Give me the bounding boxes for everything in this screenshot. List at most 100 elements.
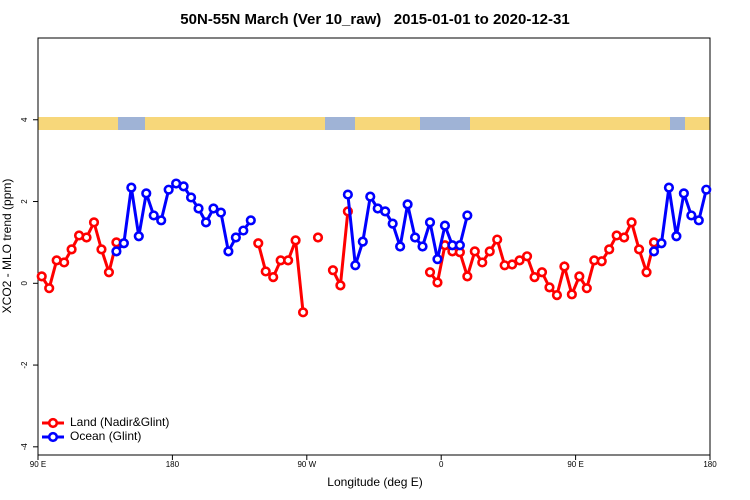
x-tick-label: 180 (166, 460, 180, 469)
legend-marker (47, 417, 59, 429)
data-point (574, 271, 585, 282)
data-point (462, 271, 473, 282)
data-point (350, 260, 361, 271)
data-point (529, 272, 540, 283)
data-point (44, 283, 55, 294)
data-point (66, 244, 77, 255)
data-point (596, 256, 607, 267)
data-point (223, 246, 234, 257)
data-point (521, 251, 533, 262)
legend-label: Ocean (Glint) (70, 429, 141, 443)
data-point (581, 283, 592, 294)
legend-label: Land (Nadir&Glint) (70, 415, 169, 429)
plot-frame (37, 37, 711, 456)
data-point (111, 246, 122, 257)
data-point (126, 182, 137, 193)
data-point (335, 280, 346, 291)
data-point (417, 241, 428, 252)
data-point (432, 254, 443, 265)
data-point (656, 238, 667, 249)
data-point (133, 231, 144, 242)
data-point (678, 188, 689, 199)
data-point (148, 210, 159, 221)
y-tick-label: -2 (20, 361, 29, 369)
data-point (327, 265, 339, 276)
data-point (693, 215, 704, 226)
data-point (477, 257, 488, 268)
data-point (365, 191, 376, 202)
data-point (357, 236, 368, 247)
x-tick-label: 0 (439, 460, 444, 469)
data-point (96, 244, 107, 255)
data-point (141, 188, 152, 199)
data-point (36, 271, 47, 282)
data-point (156, 215, 167, 226)
series-line (40, 211, 656, 313)
data-point (178, 181, 189, 192)
data-point (88, 217, 100, 228)
data-point (118, 238, 129, 249)
data-point (297, 307, 309, 318)
data-point (215, 207, 227, 218)
y-tick-label: 0 (20, 281, 29, 286)
data-point (283, 255, 294, 266)
data-point (492, 234, 503, 245)
data-point (245, 215, 256, 226)
x-tick-label: 90 W (297, 460, 316, 469)
x-tick-label: 180 (703, 460, 717, 469)
data-point (663, 182, 675, 193)
data-point (648, 246, 660, 257)
data-point (312, 232, 324, 243)
data-point (626, 217, 637, 228)
data-point (619, 232, 630, 243)
data-point (484, 246, 495, 257)
data-point (424, 217, 436, 228)
data-point (686, 210, 697, 221)
data-point (163, 184, 174, 195)
chart-title: 50N-55N March (Ver 10_raw) 2015-01-01 to… (180, 11, 569, 28)
data-point (701, 184, 712, 195)
data-point (253, 238, 264, 249)
data-point (424, 267, 436, 278)
data-point (230, 232, 241, 243)
data-point (395, 241, 406, 252)
y-axis-label: XCO2 - MLO trend (ppm) (0, 179, 14, 314)
data-point (185, 192, 197, 203)
data-point (200, 217, 212, 228)
x-axis-label: Longitude (deg E) (327, 475, 422, 489)
data-point (260, 266, 271, 277)
data-point (387, 218, 398, 229)
data-point (409, 232, 421, 243)
data-point (342, 189, 353, 200)
data-point (402, 199, 413, 210)
data-point (536, 267, 548, 278)
data-point (641, 267, 652, 278)
data-point (268, 272, 279, 283)
data-point (432, 277, 443, 288)
data-point (81, 232, 92, 243)
data-point (559, 261, 570, 272)
data-point (103, 267, 115, 278)
data-point (193, 203, 204, 214)
data-point (290, 235, 301, 246)
data-point (380, 206, 391, 217)
y-tick-label: 2 (20, 199, 29, 204)
data-point (604, 244, 615, 255)
data-point (544, 282, 555, 293)
data-point (462, 210, 473, 221)
data-point (507, 259, 518, 270)
data-point (469, 246, 480, 257)
data-point (238, 225, 249, 236)
data-point (633, 244, 645, 255)
land-ocean-strip (38, 117, 710, 130)
data-point (439, 220, 451, 231)
y-tick-label: 4 (20, 117, 29, 122)
data-point (208, 203, 219, 214)
x-tick-label: 90 E (30, 460, 46, 469)
legend-marker (47, 431, 59, 443)
data-point (566, 289, 577, 300)
data-point (671, 231, 682, 242)
data-point (514, 255, 525, 266)
data-point (59, 257, 70, 268)
